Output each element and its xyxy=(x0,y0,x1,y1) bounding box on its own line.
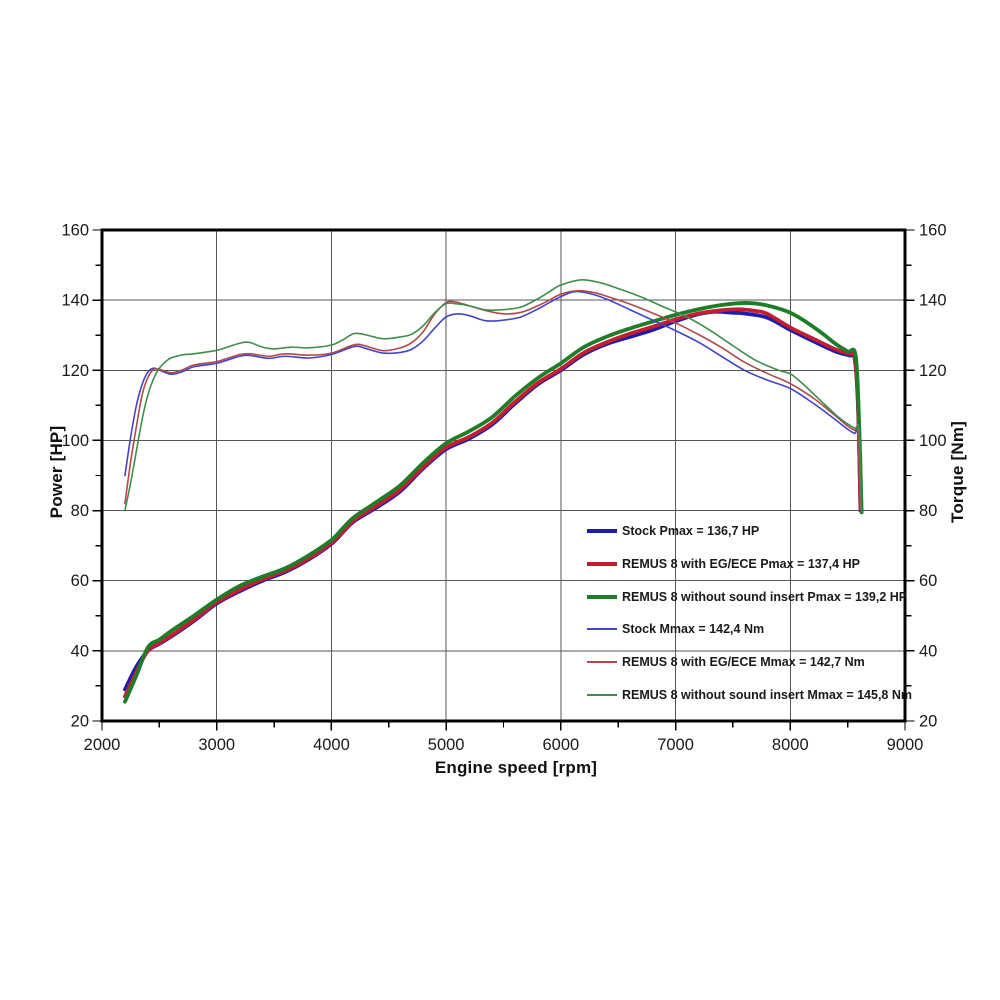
y-tick-label-left: 160 xyxy=(61,222,89,240)
x-tick-label: 4000 xyxy=(313,736,350,754)
y-tick-label-right: 100 xyxy=(919,432,947,450)
plot-border xyxy=(100,228,907,723)
series-line-torque-stock xyxy=(124,290,862,512)
axis-ticks xyxy=(92,229,915,731)
x-tick-label: 5000 xyxy=(428,736,465,754)
series-line-power-stock xyxy=(123,309,863,692)
x-tick-label: 2000 xyxy=(84,736,121,754)
grid-lines xyxy=(102,230,905,721)
y-tick-label-right: 120 xyxy=(919,362,947,380)
series-line-torque-remus-egece xyxy=(124,289,862,510)
x-axis-title: Engine speed [rpm] xyxy=(434,758,598,777)
x-tick-label: 6000 xyxy=(542,736,579,754)
left-axis-title: Power [HP] xyxy=(47,425,66,519)
y-tick-label-right: 160 xyxy=(919,222,947,240)
y-tick-label-left: 60 xyxy=(71,572,89,590)
series-line-power-remus-egece xyxy=(123,307,863,699)
y-tick-label-right: 60 xyxy=(919,572,937,590)
tick-labels: 2000 3000 4000 5000 6000 7000 8000 9000 20 20 40 40… xyxy=(61,222,946,755)
x-tick-label: 8000 xyxy=(772,736,809,754)
y-tick-label-left: 100 xyxy=(61,432,89,450)
series-line-power-remus-no-insert xyxy=(123,301,864,704)
y-tick-label-left: 20 xyxy=(71,713,89,731)
series-curves xyxy=(123,278,864,704)
x-tick-label: 7000 xyxy=(657,736,694,754)
y-tick-label-left: 40 xyxy=(71,642,89,660)
y-tick-label-right: 80 xyxy=(919,502,937,520)
y-tick-label-left: 80 xyxy=(71,502,89,520)
y-tick-label-right: 40 xyxy=(919,642,937,660)
series-line-torque-remus-no-insert xyxy=(124,278,863,514)
y-tick-label-left: 120 xyxy=(61,362,89,380)
y-tick-label-right: 20 xyxy=(919,713,937,731)
y-tick-label-left: 140 xyxy=(61,292,89,310)
x-tick-label: 3000 xyxy=(198,736,235,754)
y-tick-label-right: 140 xyxy=(919,292,947,310)
right-axis-title: Torque [Nm] xyxy=(948,421,967,523)
x-tick-label: 9000 xyxy=(887,736,924,754)
